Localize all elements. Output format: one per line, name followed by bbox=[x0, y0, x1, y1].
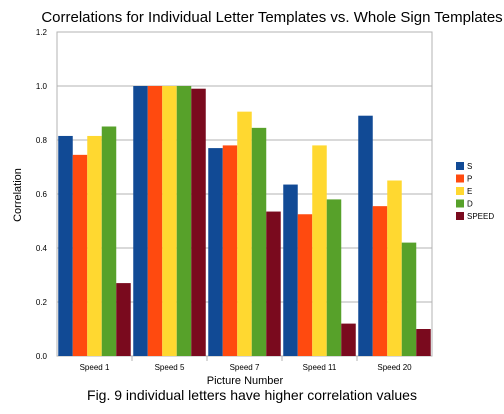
bar-e-speed-11 bbox=[312, 145, 327, 356]
bar-e-speed-20 bbox=[387, 180, 402, 356]
bar-d-speed-5 bbox=[176, 86, 192, 356]
x-tick-label: Speed 7 bbox=[230, 363, 260, 372]
legend-label-e: E bbox=[467, 187, 472, 196]
y-tick-label: 1.0 bbox=[36, 82, 48, 91]
bar-speed-speed-1 bbox=[116, 283, 131, 356]
y-axis-label: Correlation bbox=[12, 168, 24, 222]
bar-s-speed-11 bbox=[283, 184, 298, 356]
legend-swatch-p bbox=[456, 174, 464, 183]
y-tick-label: 0.8 bbox=[36, 136, 48, 145]
bar-p-speed-20 bbox=[372, 206, 388, 356]
legend-label-s: S bbox=[467, 162, 472, 171]
bar-e-speed-1 bbox=[87, 135, 102, 356]
y-tick-label: 0.6 bbox=[36, 190, 48, 199]
bar-s-speed-5 bbox=[133, 86, 148, 356]
x-tick-label: Speed 1 bbox=[80, 363, 110, 372]
bar-speed-speed-5 bbox=[191, 88, 206, 356]
legend-swatch-s bbox=[456, 162, 464, 170]
bar-d-speed-1 bbox=[101, 126, 117, 356]
legend-swatch-d bbox=[456, 199, 464, 208]
bar-d-speed-11 bbox=[326, 199, 342, 356]
bar-speed-speed-7 bbox=[266, 211, 281, 356]
bar-e-speed-5 bbox=[162, 86, 177, 356]
bars bbox=[58, 86, 431, 357]
bar-s-speed-7 bbox=[208, 148, 223, 356]
bar-s-speed-20 bbox=[358, 115, 373, 356]
legend-swatch-speed bbox=[456, 212, 464, 220]
bar-s-speed-1 bbox=[58, 135, 73, 356]
x-tick-label: Speed 11 bbox=[303, 363, 337, 372]
y-tick-label: 1.2 bbox=[36, 28, 48, 37]
legend-label-d: D bbox=[467, 200, 473, 209]
legend-label-speed: SPEED bbox=[467, 212, 494, 221]
y-tick-label: 0.0 bbox=[36, 352, 48, 361]
bar-d-speed-7 bbox=[251, 127, 267, 356]
bar-p-speed-1 bbox=[72, 154, 88, 356]
bar-p-speed-7 bbox=[222, 145, 238, 356]
legend-swatch-e bbox=[456, 187, 464, 195]
bar-p-speed-5 bbox=[147, 86, 163, 356]
y-axis-ticks: 0.0 0.2 0.4 0.6 0.8 1.0 1.2 bbox=[36, 28, 48, 361]
x-tick-label: Speed 5 bbox=[155, 363, 185, 372]
bar-d-speed-20 bbox=[401, 242, 417, 356]
bar-speed-speed-20 bbox=[416, 329, 431, 356]
y-tick-label: 0.4 bbox=[36, 244, 48, 253]
x-axis-label: Picture Number bbox=[207, 375, 284, 387]
bar-speed-speed-11 bbox=[341, 323, 356, 356]
bar-p-speed-11 bbox=[297, 214, 313, 356]
y-tick-label: 0.2 bbox=[36, 298, 48, 307]
x-tick-label: Speed 20 bbox=[377, 363, 412, 372]
figure-caption: Fig. 9 individual letters have higher co… bbox=[87, 387, 417, 403]
bar-e-speed-7 bbox=[237, 111, 252, 357]
legend-label-p: P bbox=[467, 175, 472, 184]
chart-title: Correlations for Individual Letter Templ… bbox=[41, 9, 502, 26]
x-axis-ticks: Speed 1 Speed 5 Speed 7 Speed 11 Speed 20 bbox=[80, 356, 412, 372]
